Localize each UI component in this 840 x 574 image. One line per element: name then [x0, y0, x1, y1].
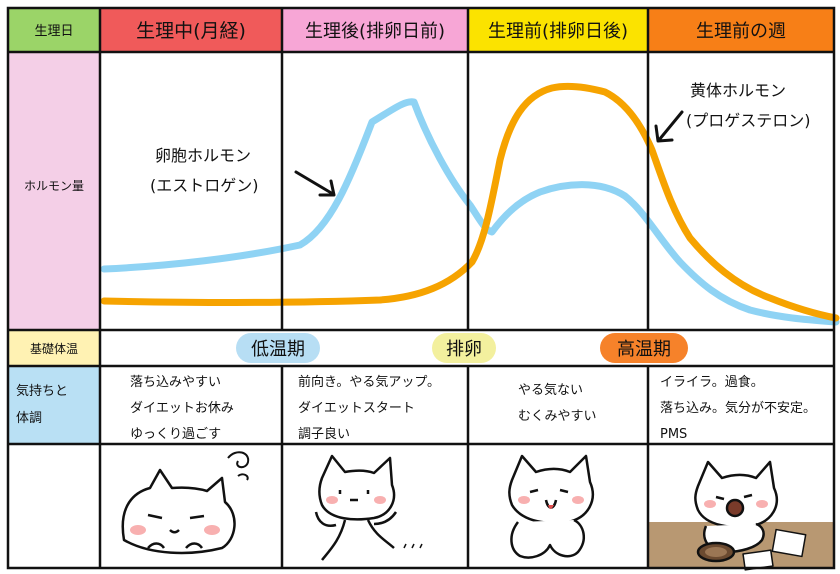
mood-condition-label-1: 気持ちと [16, 383, 68, 399]
phase-label-premenstrual: 生理前の週 [696, 21, 786, 42]
label-cell-illustration [8, 444, 100, 568]
mood-line: 落ち込み。気分が不安定。 [660, 401, 817, 416]
progesterone-arrow-icon [654, 110, 684, 143]
cat-eating-icon [694, 460, 807, 571]
mood-line: やる気ない [518, 383, 584, 398]
high-temp-badge [600, 333, 688, 363]
mood-line: むくみやすい [518, 409, 597, 424]
low-temp-badge [236, 333, 320, 363]
cat-resting-icon [121, 451, 250, 555]
basal-temperature-label: 基礎体温 [30, 342, 78, 356]
label-cell-mood [8, 366, 100, 444]
phase-header-luteal [468, 8, 648, 52]
estrogen-curve [100, 98, 840, 326]
phase-header-menstruation [100, 8, 282, 52]
mood-line: ダイエットお休み [130, 401, 234, 416]
low-temp-label: 低温期 [251, 339, 305, 360]
ovulation-badge [432, 333, 496, 363]
progesterone-label: 黄体ホルモン [690, 81, 786, 100]
estrogen-arrow-icon [294, 170, 336, 197]
mood-cell-menstruation: 落ち込みやすい ダイエットお休み ゆっくり過ごす [130, 370, 234, 448]
cat-running-icon [314, 454, 423, 561]
mood-line: PMS [660, 427, 688, 442]
ovulation-label: 排卵 [446, 339, 482, 360]
mood-line: 落ち込みやすい [130, 375, 222, 390]
hormone-level-label: ホルモン量 [24, 179, 84, 193]
mood-line: 調子良い [298, 427, 351, 442]
mood-cell-premenstrual: イライラ。過食。 落ち込み。気分が不安定。 PMS [660, 370, 816, 448]
label-cell-period-day [8, 8, 100, 52]
mood-cell-follicular: 前向き。やる気アップ。 ダイエットスタート 調子良い [298, 370, 440, 448]
progesterone-curve [100, 82, 840, 322]
phase-label-follicular: 生理後(排卵日前) [305, 21, 445, 42]
label-cell-temperature [8, 330, 100, 366]
mood-line: 前向き。やる気アップ。 [298, 375, 440, 390]
grid [6, 6, 836, 570]
estrogen-sublabel: (エストロゲン) [150, 176, 259, 195]
mood-line: ダイエットスタート [298, 401, 415, 416]
cat-sitting-icon [508, 454, 594, 559]
mood-cell-luteal: やる気ない むくみやすい [518, 378, 597, 430]
mood-condition-label-2: 体調 [16, 411, 42, 426]
phase-header-premenstrual [648, 8, 834, 52]
high-temp-label: 高温期 [617, 339, 671, 360]
mood-line: ゆっくり過ごす [130, 427, 222, 442]
label-cell-hormone [8, 52, 100, 330]
period-day-label: 生理日 [34, 24, 73, 39]
phase-header-follicular [282, 8, 468, 52]
phase-label-menstruation: 生理中(月経) [136, 20, 246, 42]
phase-label-luteal: 生理前(排卵日後) [488, 21, 628, 42]
progesterone-sublabel: (プロゲステロン) [686, 111, 811, 130]
mood-line: イライラ。過食。 [660, 375, 764, 390]
estrogen-label: 卵胞ホルモン [155, 146, 251, 165]
